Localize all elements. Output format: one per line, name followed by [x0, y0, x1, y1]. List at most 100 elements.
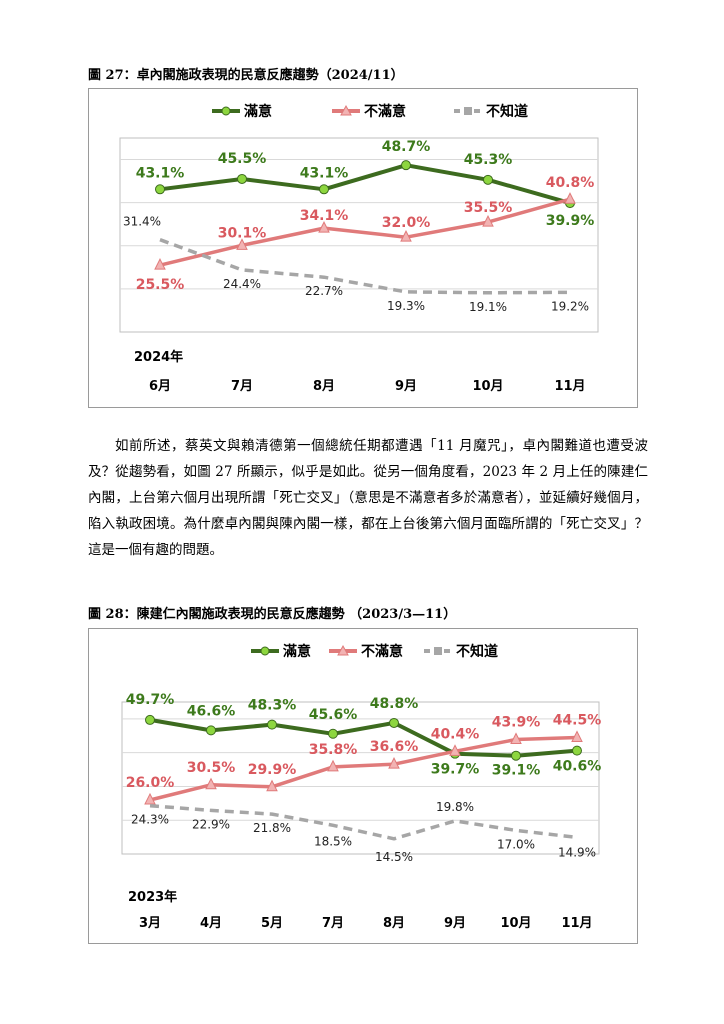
data-label: 32.0%: [382, 215, 431, 231]
data-point: [155, 184, 165, 195]
data-label: 14.9%: [558, 845, 596, 859]
data-point: [401, 160, 411, 171]
data-point: [144, 792, 156, 805]
data-label: 24.4%: [223, 277, 261, 291]
data-label: 30.5%: [187, 760, 236, 776]
data-label: 25.5%: [136, 277, 185, 293]
data-label: 26.0%: [126, 775, 175, 791]
data-point: [237, 173, 247, 184]
data-label: 48.3%: [248, 698, 297, 714]
data-label: 36.6%: [370, 739, 419, 755]
category-tick-label: 9月: [444, 916, 466, 931]
data-point: [388, 757, 400, 769]
data-point: [206, 725, 216, 736]
legend-marker-1: [340, 104, 352, 116]
data-point: [483, 174, 493, 185]
data-point: [328, 728, 338, 739]
legend-label-2: 不知道: [456, 643, 498, 660]
data-label: 22.9%: [192, 817, 230, 831]
data-point: [236, 238, 248, 250]
legend-label-0: 滿意: [243, 103, 272, 120]
data-label: 43.1%: [136, 165, 185, 181]
data-label: 44.5%: [553, 712, 602, 728]
data-point: [145, 714, 155, 725]
category-tick-label: 11月: [554, 379, 585, 394]
category-tick-label: 8月: [383, 916, 405, 931]
data-point: [266, 779, 278, 792]
category-tick-label: 4月: [200, 916, 222, 931]
data-point: [510, 732, 522, 744]
data-point: [449, 744, 461, 756]
data-label: 29.9%: [248, 762, 297, 778]
category-tick-label: 6月: [149, 379, 171, 394]
legend-label-0: 滿意: [282, 643, 311, 660]
category-tick-label: 7月: [231, 379, 253, 394]
data-label: 24.3%: [131, 813, 169, 827]
data-label: 45.3%: [464, 152, 513, 168]
data-label: 40.8%: [546, 175, 595, 191]
data-label: 46.6%: [187, 703, 236, 719]
series-line-2: [159, 238, 571, 295]
data-point: [511, 750, 521, 761]
category-tick-label: 7月: [322, 916, 344, 931]
data-label: 43.1%: [300, 165, 349, 181]
data-point: [482, 214, 494, 227]
legend-marker-0: [260, 646, 270, 656]
year-label: 2024年: [134, 349, 183, 365]
plot-area: [121, 701, 600, 855]
data-label: 39.7%: [431, 762, 480, 778]
data-label: 30.1%: [218, 225, 267, 241]
series-line-1: [149, 735, 578, 802]
data-point: [571, 730, 583, 742]
data-label: 19.8%: [436, 800, 474, 814]
data-point: [205, 777, 217, 790]
data-label: 22.7%: [305, 284, 343, 298]
category-tick-label: 5月: [261, 916, 283, 931]
chart-27-svg: 滿意 不滿意 不知道 43.1% 45.5% 43.1% 48.7% 45.3% 39.9% 25…: [119, 103, 599, 394]
chart-28: 滿意 不滿意 不知道 49.7% 46.6% 48.3% 45.6% 48.8% 39.7% 39…: [88, 628, 638, 944]
data-label: 43.9%: [492, 714, 541, 730]
legend-marker-2: [464, 107, 472, 115]
chart-27: 滿意 不滿意 不知道 43.1% 45.5% 43.1% 48.7% 45.3% 39.9% 25…: [88, 88, 638, 408]
data-point: [389, 717, 399, 728]
data-label: 40.4%: [431, 726, 480, 742]
legend-marker-2: [434, 647, 442, 655]
data-point: [318, 220, 330, 233]
data-label: 19.3%: [387, 299, 425, 313]
plot-area: [119, 137, 599, 333]
category-tick-label: 3月: [139, 916, 161, 931]
data-label: 19.1%: [469, 300, 507, 314]
category-tick-label: 10月: [472, 379, 503, 394]
legend-marker-0: [221, 106, 231, 116]
data-label: 19.2%: [551, 299, 589, 313]
category-tick-label: 11月: [561, 916, 592, 931]
series-line-0: [149, 717, 578, 758]
data-label: 18.5%: [314, 834, 352, 848]
category-tick-label: 8月: [313, 379, 335, 394]
data-label: 35.8%: [309, 742, 358, 758]
legend-marker-1: [337, 644, 349, 656]
data-point: [319, 184, 329, 195]
body-paragraph: 如前所述，蔡英文與賴清德第一個總統任期都遭遇「11 月魔咒」，卓內閣難道也遭受波…: [88, 438, 648, 558]
data-label: 31.4%: [123, 215, 161, 229]
series-line-0: [159, 163, 571, 206]
data-point: [572, 745, 582, 756]
legend-label-2: 不知道: [486, 103, 528, 120]
data-label: 39.9%: [546, 213, 595, 229]
data-label: 17.0%: [497, 837, 535, 851]
category-tick-label: 10月: [500, 916, 531, 931]
data-label: 34.1%: [300, 208, 349, 224]
series-line-2: [149, 803, 578, 841]
data-label: 49.7%: [126, 692, 175, 708]
series-line-1: [159, 197, 571, 267]
data-label: 39.1%: [492, 763, 541, 779]
data-label: 48.7%: [382, 139, 431, 155]
legend-label-1: 不滿意: [364, 103, 406, 120]
data-label: 48.8%: [370, 696, 419, 712]
data-label: 40.6%: [553, 759, 602, 775]
data-label: 35.5%: [464, 200, 513, 216]
data-point: [564, 192, 576, 204]
data-point: [267, 719, 277, 730]
chart-28-svg: 滿意 不滿意 不知道 49.7% 46.6% 48.3% 45.6% 48.8% 39.7% 39…: [121, 643, 602, 931]
year-label: 2023年: [128, 889, 177, 905]
